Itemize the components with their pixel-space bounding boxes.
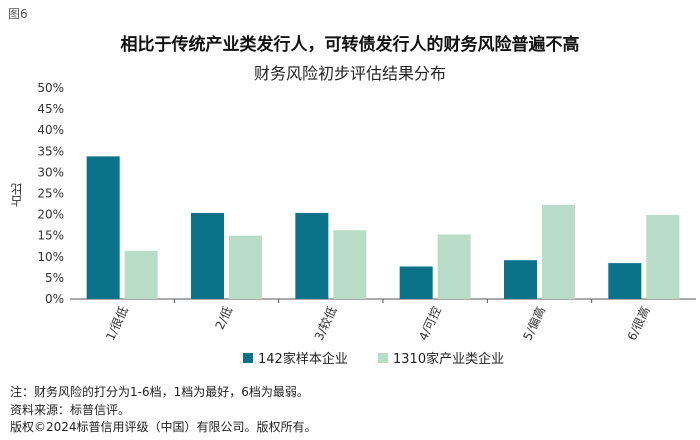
y-tick-label: 50% (37, 81, 64, 95)
y-tick-label: 30% (37, 165, 64, 179)
footnote-copyright: 版权©2024标普信用评级（中国）有限公司。版权所有。 (10, 420, 317, 434)
bar-industrial-1 (124, 250, 158, 299)
x-tick-label: 1/很低 (103, 304, 131, 342)
bar-industrial-5 (542, 204, 575, 299)
y-tick-label: 20% (37, 208, 64, 222)
bar-sample-6 (608, 263, 642, 299)
bar-sample-5 (504, 260, 537, 299)
bar-sample-4 (399, 266, 433, 299)
y-tick-label: 5% (45, 271, 64, 285)
x-tick-label: 6/很高 (624, 304, 653, 343)
legend-swatch-sample (243, 352, 253, 363)
bar-industrial-4 (437, 234, 471, 299)
bar-sample-3 (295, 212, 329, 299)
x-tick-label: 4/可控 (416, 304, 444, 342)
legend-item-industrial: 1310家产业类企业 (378, 348, 504, 367)
y-tick-label: 35% (37, 144, 64, 158)
y-tick-label: 0% (45, 292, 64, 306)
footnotes: 注：财务风险的打分为1-6档，1档为最好，6档为最弱。 资料来源：标普信评。 版… (10, 384, 317, 437)
figure-label: 图6 (8, 7, 28, 21)
bar-industrial-3 (333, 230, 367, 299)
x-tick-label: 3/较低 (311, 304, 340, 343)
y-tick-label: 15% (37, 229, 64, 243)
y-tick-label: 25% (37, 187, 64, 201)
legend-swatch-industrial (378, 352, 388, 363)
footnote-source: 资料来源：标普信评。 (10, 402, 131, 417)
bar-sample-2 (191, 212, 224, 299)
y-tick-label: 10% (37, 250, 64, 264)
chart-title: 相比于传统产业类发行人，可转债发行人的财务风险普遍不高 (120, 35, 580, 55)
bar-industrial-6 (646, 215, 680, 299)
y-tick-label: 40% (37, 123, 64, 137)
legend-label-sample: 142家样本企业 (258, 352, 348, 367)
bar-sample-1 (86, 156, 120, 299)
legend-item-sample: 142家样本企业 (243, 348, 348, 367)
legend-label-industrial: 1310家产业类企业 (393, 352, 505, 367)
x-tick-label: 5/偏高 (520, 304, 549, 343)
x-tick-label: 2/低 (213, 304, 236, 331)
footnote-note: 注：财务风险的打分为1-6档，1档为最好，6档为最弱。 (10, 385, 309, 399)
bar-industrial-2 (229, 235, 262, 299)
chart-subtitle: 财务风险初步评估结果分布 (253, 64, 446, 83)
y-tick-label: 45% (37, 102, 64, 116)
